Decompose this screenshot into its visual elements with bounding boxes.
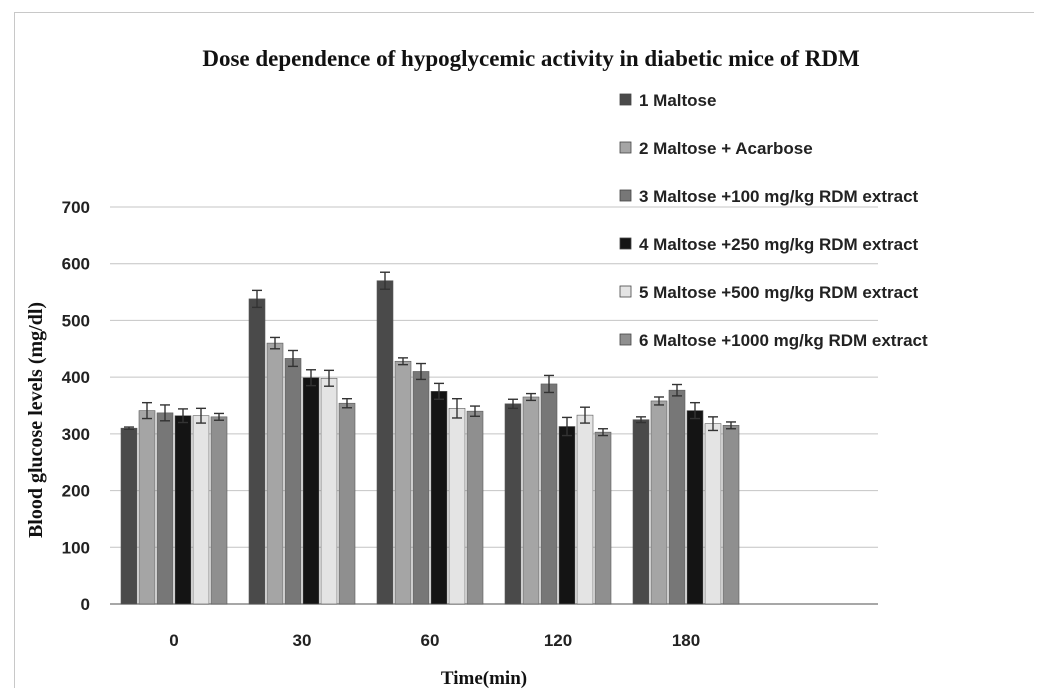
error-bar — [544, 374, 554, 394]
legend-swatch-series3 — [619, 189, 632, 202]
gridlines — [110, 206, 878, 605]
legend-swatch-series1 — [619, 93, 632, 106]
error-bar — [508, 398, 518, 410]
bar-series2-cat-60 — [394, 360, 412, 605]
x-tick-label: 0 — [169, 631, 178, 650]
error-bar — [672, 383, 682, 397]
x-tick-label: 180 — [672, 631, 700, 650]
error-bar — [196, 407, 206, 424]
bar-series5-cat-60 — [448, 408, 466, 605]
bar-series3-cat-0 — [156, 412, 174, 605]
bar-series6-cat-0 — [210, 416, 228, 605]
y-tick-label: 300 — [62, 425, 90, 444]
y-tick-label: 500 — [62, 311, 90, 330]
y-tick-label: 400 — [62, 368, 90, 387]
bar-series4-cat-120 — [558, 426, 576, 605]
bar-series1-cat-60 — [376, 280, 394, 605]
bar-series3-cat-30 — [284, 358, 302, 605]
bar-series6-cat-180 — [722, 425, 740, 605]
error-bar — [324, 369, 334, 387]
error-bar — [636, 416, 646, 424]
error-bar — [252, 289, 262, 309]
bar-series1-cat-120 — [504, 403, 522, 605]
bar-series2-cat-120 — [522, 396, 540, 605]
error-bars — [124, 271, 736, 437]
x-tick-label: 120 — [544, 631, 572, 650]
error-bar — [452, 397, 462, 419]
error-bar — [598, 428, 608, 437]
y-tick-label: 100 — [62, 538, 90, 557]
bar-series2-cat-0 — [138, 410, 156, 605]
error-bar — [708, 416, 718, 432]
bar-series2-cat-30 — [266, 342, 284, 605]
error-bar — [526, 392, 536, 402]
error-bar — [562, 416, 572, 437]
error-bar — [380, 271, 390, 290]
error-bar — [580, 406, 590, 424]
bar-series6-cat-30 — [338, 402, 356, 605]
y-axis-label: Blood glucose levels (mg/dl) — [25, 302, 47, 538]
bar-series1-cat-0 — [120, 427, 138, 605]
y-tick-label: 600 — [62, 255, 90, 274]
error-bar — [434, 382, 444, 400]
legend-swatch-series6 — [619, 333, 632, 346]
legend-label-series5: 5 Maltose +500 mg/kg RDM extract — [639, 283, 919, 302]
error-bar — [306, 369, 316, 387]
legend-label-series3: 3 Maltose +100 mg/kg RDM extract — [639, 187, 919, 206]
bar-series6-cat-60 — [466, 410, 484, 605]
bar-series3-cat-60 — [412, 371, 430, 605]
error-bar — [398, 357, 408, 366]
y-tick-label: 200 — [62, 482, 90, 501]
bar-series4-cat-180 — [686, 410, 704, 605]
error-bar — [142, 401, 152, 420]
legend-label-series6: 6 Maltose +1000 mg/kg RDM extract — [639, 331, 928, 350]
error-bar — [160, 404, 170, 422]
error-bar — [270, 336, 280, 350]
bar-series1-cat-30 — [248, 298, 266, 605]
error-bar — [124, 426, 134, 431]
bar-series3-cat-180 — [668, 389, 686, 605]
error-bar — [726, 421, 736, 430]
error-bar — [654, 396, 664, 406]
error-bar — [214, 412, 224, 421]
axes: 0 100 200 300 400 500 600 700 0 30 60 120 180 — [62, 198, 701, 650]
legend-label-series4: 4 Maltose +250 mg/kg RDM extract — [639, 235, 919, 254]
error-bar — [288, 349, 298, 368]
x-tick-label: 30 — [293, 631, 312, 650]
error-bar — [470, 405, 480, 417]
error-bar — [342, 397, 352, 409]
chart-title: Dose dependence of hypoglycemic activity… — [202, 46, 860, 71]
bar-series5-cat-0 — [192, 415, 210, 605]
bar-series5-cat-120 — [576, 414, 594, 605]
y-tick-label: 700 — [62, 198, 90, 217]
chart-frame — [14, 12, 1034, 688]
legend-label-series2: 2 Maltose + Acarbose — [639, 139, 813, 158]
x-axis-label: Time(min) — [441, 668, 527, 689]
legend-swatch-series5 — [619, 285, 632, 298]
bar-series2-cat-180 — [650, 400, 668, 605]
bar-series5-cat-180 — [704, 423, 722, 605]
x-tick-label: 60 — [421, 631, 440, 650]
error-bar — [416, 362, 426, 381]
bar-series6-cat-120 — [594, 431, 612, 605]
legend-label-series1: 1 Maltose — [639, 91, 716, 110]
bar-series4-cat-60 — [430, 391, 448, 605]
bar-series4-cat-30 — [302, 377, 320, 605]
y-tick-label: 0 — [81, 595, 90, 614]
bar-series5-cat-30 — [320, 377, 338, 605]
legend-swatch-series2 — [619, 141, 632, 154]
bar-series1-cat-180 — [632, 419, 650, 605]
bars — [120, 280, 740, 605]
error-bar — [690, 401, 700, 420]
legend-swatch-series4 — [619, 237, 632, 250]
error-bar — [178, 408, 188, 424]
legend: 1 Maltose 2 Maltose + Acarbose 3 Maltose +… — [619, 91, 928, 350]
bar-series4-cat-0 — [174, 415, 192, 605]
bar-series3-cat-120 — [540, 383, 558, 605]
